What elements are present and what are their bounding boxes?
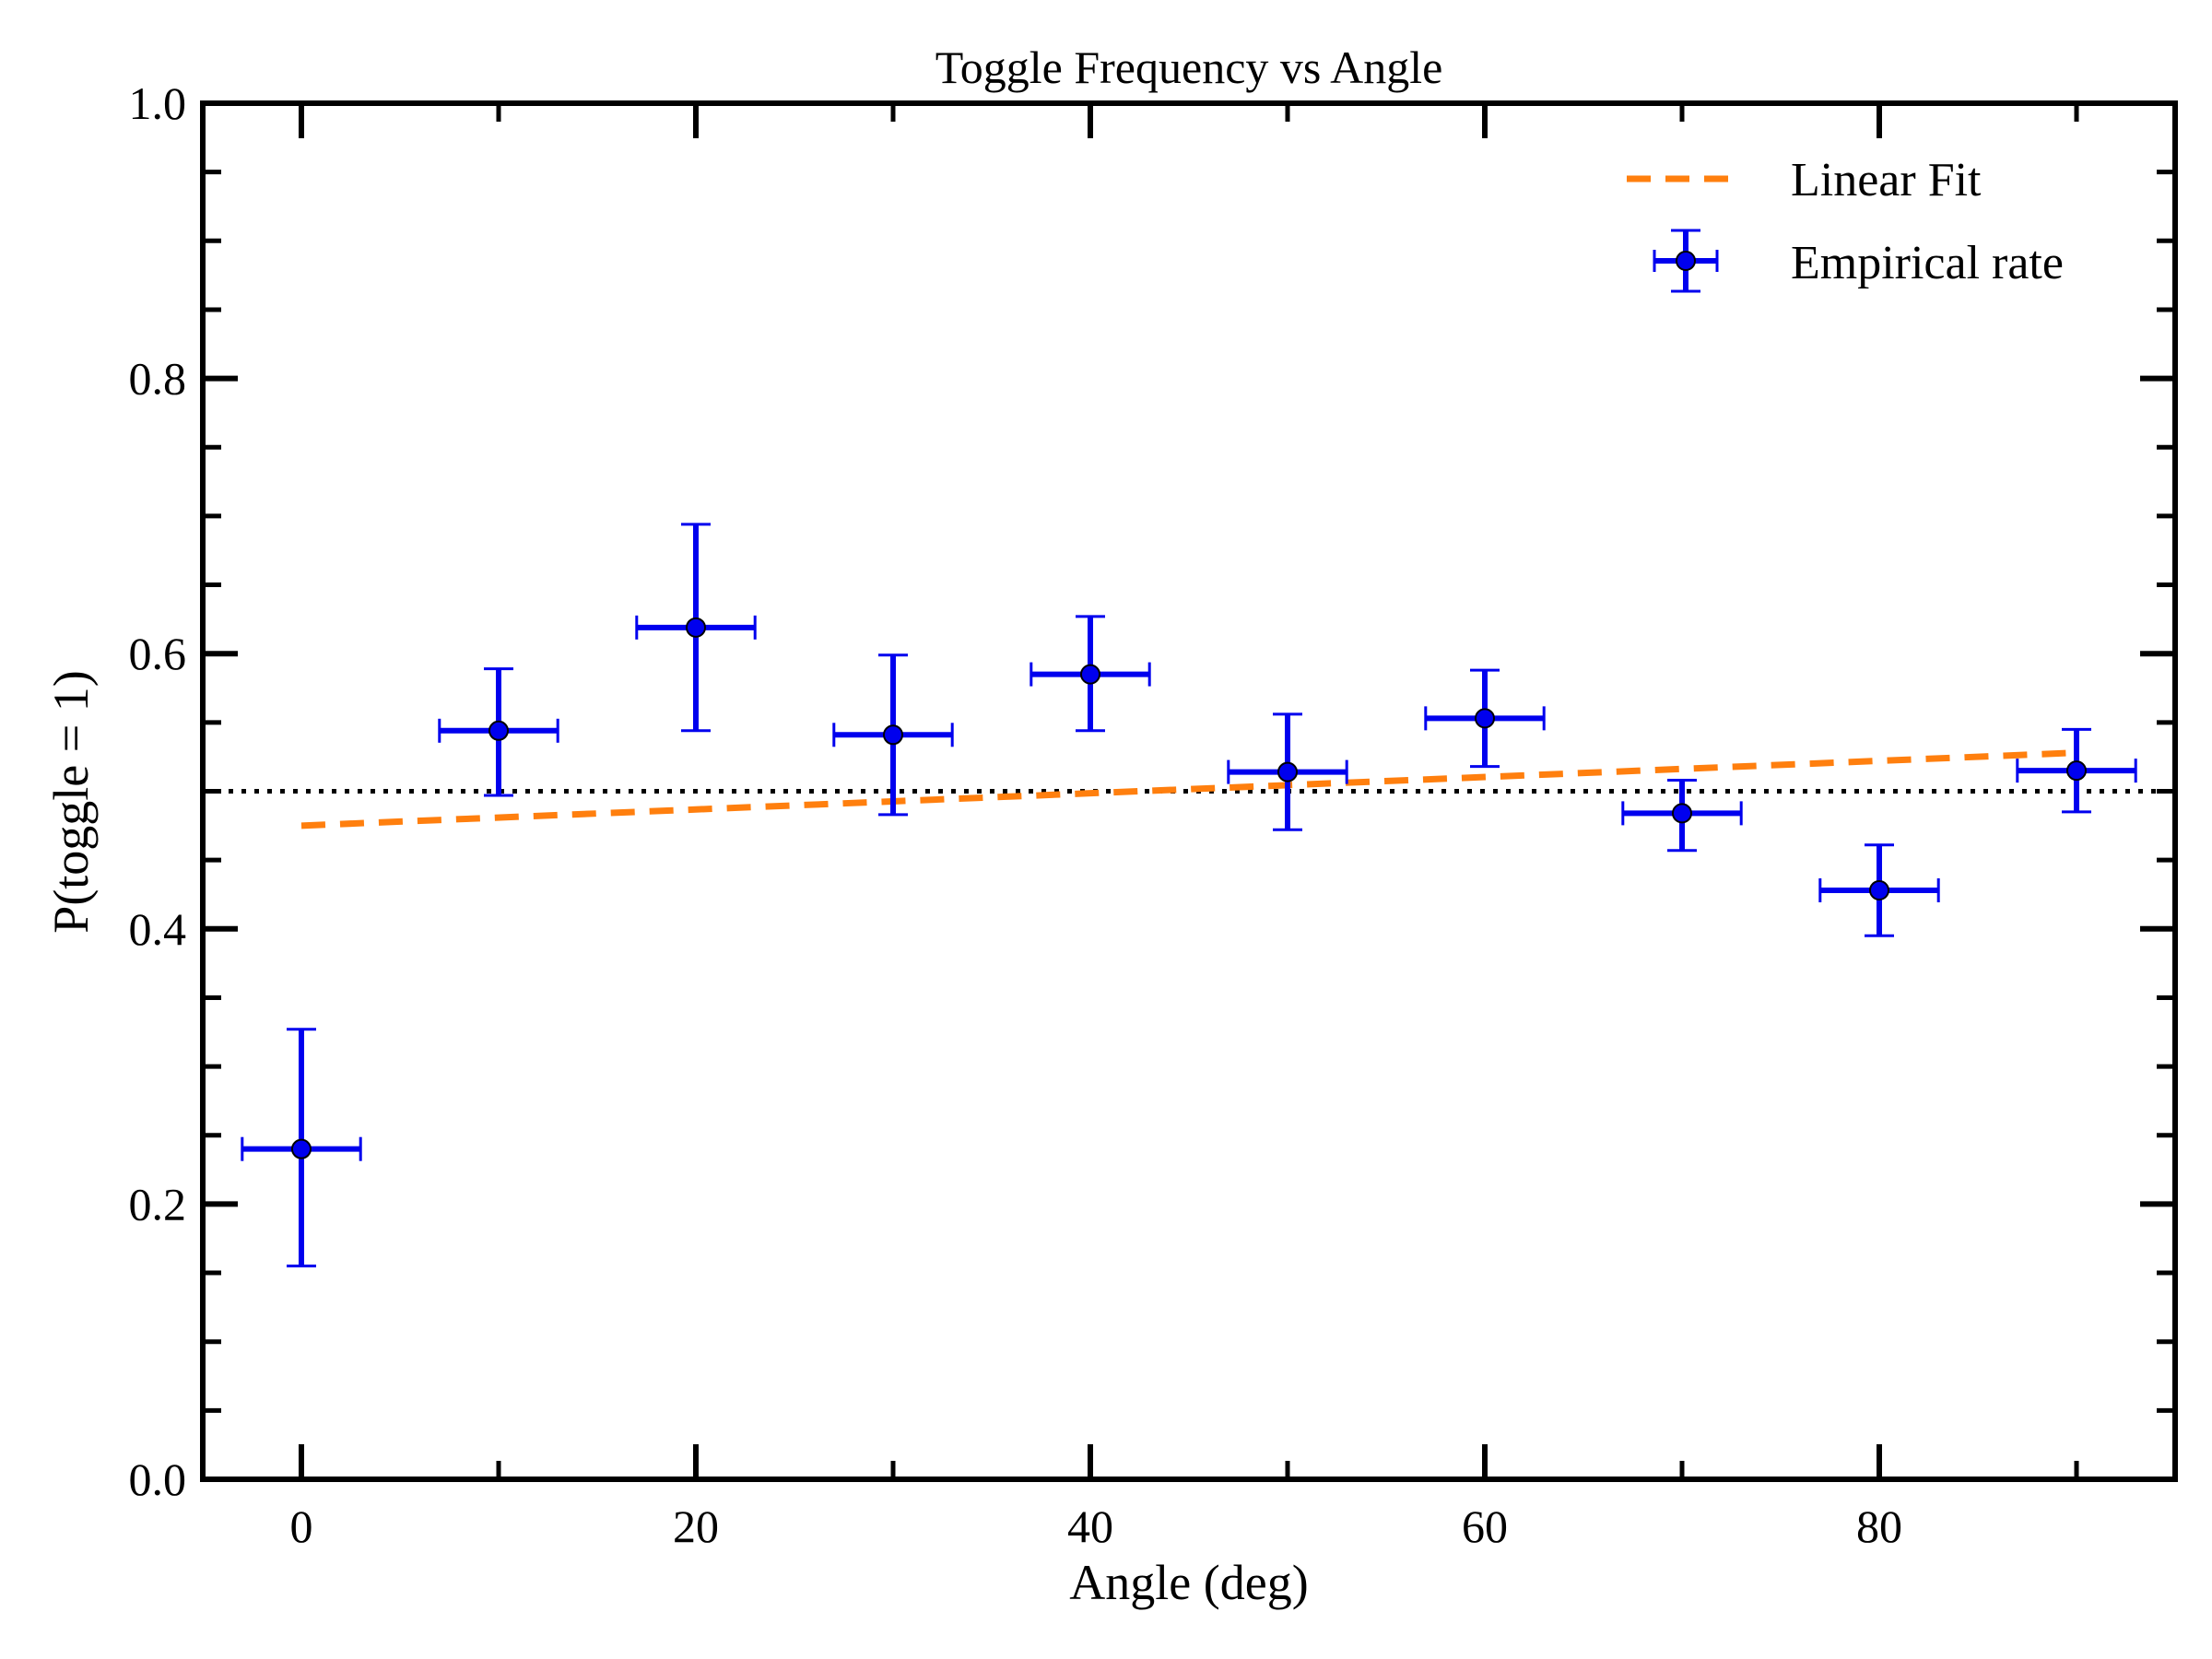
data-marker: [2066, 760, 2087, 782]
data-marker: [1080, 664, 1100, 685]
y-tick-label: 1.0: [129, 77, 187, 129]
data-point: [1424, 668, 1546, 769]
x-tick-label: 40: [1067, 1500, 1113, 1552]
data-point: [1227, 712, 1348, 831]
y-axis-label: P(toggle = 1): [43, 670, 99, 933]
legend-empirical-rate-label: Empirical rate: [1791, 237, 2064, 289]
data-point: [438, 667, 559, 797]
data-point: [2016, 727, 2137, 814]
data-layer: [241, 523, 2137, 1268]
chart-title: Toggle Frequency vs Angle: [935, 41, 1443, 93]
data-marker: [1672, 803, 1692, 824]
data-marker: [488, 720, 509, 741]
plot-frame: [200, 100, 2178, 1482]
legend: Linear Fit Empirical rate: [1627, 154, 2064, 293]
data-point: [1621, 779, 1743, 853]
linear-fit-line: [300, 749, 2077, 830]
y-tick-label: 0.8: [129, 353, 187, 405]
y-tick-label: 0.0: [129, 1453, 187, 1505]
x-tick-label: 60: [1462, 1500, 1508, 1552]
data-marker: [1475, 708, 1495, 729]
data-marker: [883, 724, 903, 746]
data-point: [241, 1028, 362, 1268]
x-tick-label: 0: [290, 1500, 313, 1552]
legend-linear-fit-label: Linear Fit: [1791, 154, 1982, 206]
data-marker: [291, 1138, 312, 1159]
data-point: [832, 653, 954, 817]
data-marker: [1277, 761, 1298, 782]
x-axis-label: Angle (deg): [1069, 1555, 1308, 1610]
data-marker: [1869, 879, 1889, 900]
x-tick-label: 20: [673, 1500, 719, 1552]
y-tick-label: 0.6: [129, 628, 187, 679]
y-tick-label: 0.2: [129, 1178, 187, 1230]
data-marker: [686, 617, 706, 638]
ticks-layer: 0 20 40 60 80 0.0 0.2 0.4 0.6 0.8 1.0: [129, 77, 2175, 1552]
data-point: [1818, 843, 1940, 937]
y-tick-label: 0.4: [129, 903, 187, 955]
legend-empirical-rate-swatch: [1653, 229, 1719, 293]
x-tick-label: 80: [1856, 1500, 1902, 1552]
data-point: [635, 523, 757, 733]
data-point: [1030, 615, 1151, 733]
